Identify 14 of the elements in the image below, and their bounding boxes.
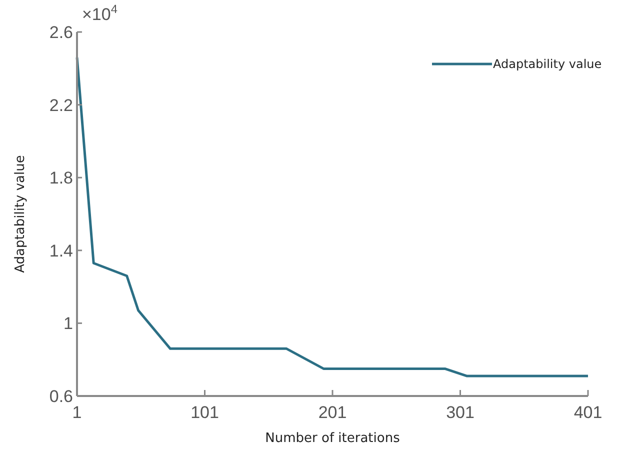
y-tick-label: 1 [64, 314, 73, 334]
x-tick-label: 401 [574, 403, 602, 422]
y-tick-label: 1.4 [49, 241, 73, 260]
x-tick-label: 301 [446, 403, 474, 422]
y-tick-label: 2.6 [49, 22, 73, 42]
x-axis-title: Number of iterations [265, 431, 400, 446]
x-tick-label: 201 [318, 403, 347, 422]
text: ×10$^{4}$ [82, 2, 118, 24]
legend-label: Adaptability value [493, 57, 602, 72]
y-tick-label: 0.6 [49, 386, 73, 406]
y-axis-title: Adaptability value [13, 155, 28, 273]
y-tick-label: 1.8 [49, 168, 73, 188]
y-tick-label: 2.2 [49, 96, 73, 115]
x-tick-label: 101 [190, 403, 219, 422]
